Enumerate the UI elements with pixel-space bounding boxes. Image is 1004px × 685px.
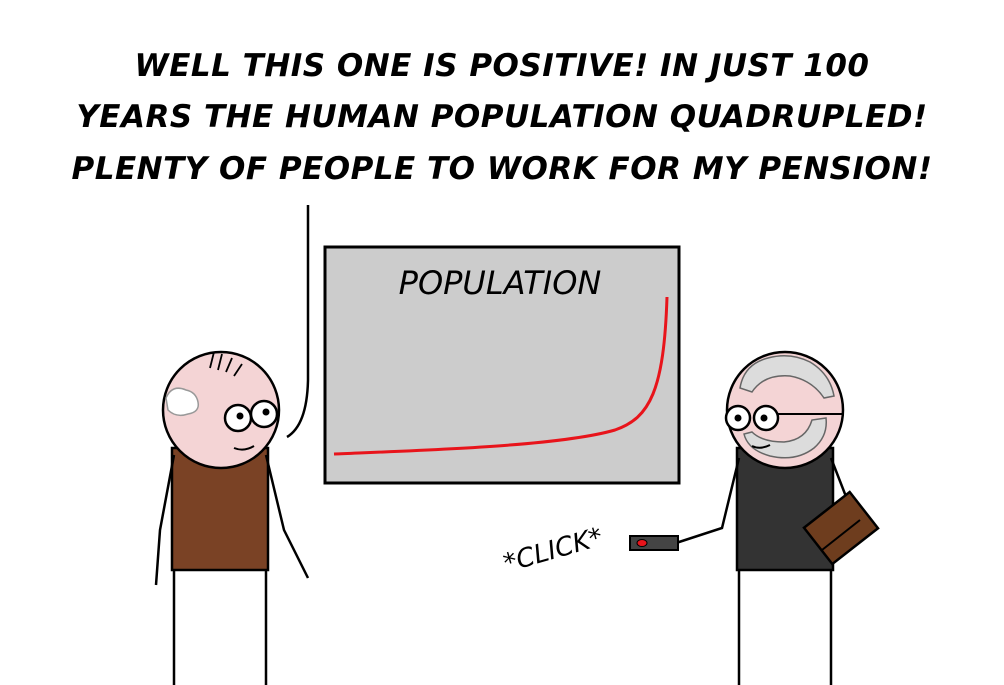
briefcase — [802, 490, 880, 566]
left-arm — [154, 454, 176, 586]
left-pupil — [734, 414, 742, 422]
mouth — [751, 444, 771, 449]
bald-patch — [165, 387, 200, 417]
remote-button — [636, 539, 648, 547]
speech-line-2: YEARS THE HUMAN POPULATION QUADRUPLED! — [76, 99, 928, 135]
left-character — [154, 350, 310, 685]
presentation-slide: POPULATION — [323, 245, 681, 485]
speech-line-3: PLENTY OF PEOPLE TO WORK FOR MY PENSION! — [71, 151, 933, 187]
left-pupil — [236, 412, 244, 420]
right-character — [675, 350, 880, 685]
speech-line-1: WELL THIS ONE IS POSITIVE! IN JUST 100 — [134, 48, 870, 84]
slide-frame — [323, 245, 681, 485]
slide-remote — [629, 535, 679, 551]
briefcase-seam — [821, 519, 861, 551]
hair-strands — [209, 351, 243, 377]
slide-title: POPULATION — [399, 264, 602, 302]
population-curve — [333, 296, 669, 456]
speech-tail — [286, 205, 310, 439]
click-sound-effect: *CLICK* — [500, 522, 606, 579]
right-arm — [264, 454, 310, 579]
head — [161, 350, 281, 470]
left-arm — [675, 457, 741, 545]
gray-hair — [739, 355, 835, 399]
right-pupil — [760, 414, 768, 422]
mouth — [233, 445, 255, 451]
right-pupil — [262, 408, 270, 416]
